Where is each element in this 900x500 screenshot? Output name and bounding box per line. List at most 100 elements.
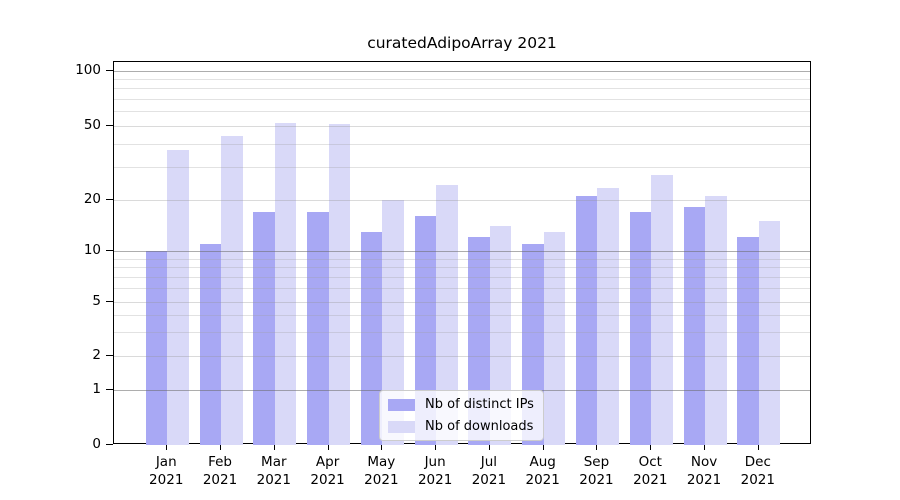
x-tick-year: 2021: [579, 471, 614, 488]
x-tick-label-oct-2021: Oct 2021: [618, 454, 682, 489]
x-tick-year: 2021: [310, 471, 345, 488]
x-tick-year: 2021: [256, 471, 291, 488]
legend-swatch-icon: [388, 420, 415, 433]
x-tick-label-aug-2021: Aug 2021: [511, 454, 575, 489]
gridline-minor-9: [114, 258, 810, 260]
x-tick-month: Mar: [261, 454, 287, 470]
bar-nb-of-distinct-ips-oct-2021: [629, 211, 652, 445]
x-tick-mark-jul-2021: [488, 444, 490, 450]
bar-nb-of-downloads-sep-2021: [597, 188, 619, 445]
bar-nb-of-downloads-apr-2021: [328, 124, 351, 445]
gridline-2: [114, 356, 810, 357]
x-tick-month: Oct: [638, 454, 662, 470]
y-tick-mark-5: [106, 300, 113, 302]
bar-nb-of-downloads-jun-2021: [436, 184, 458, 445]
x-tick-year: 2021: [364, 471, 399, 488]
gridline-minor-40: [114, 143, 810, 145]
y-tick-mark-1: [106, 389, 113, 390]
gridline-minor-70: [114, 99, 810, 101]
bar-nb-of-distinct-ips-may-2021: [360, 231, 383, 445]
x-tick-month: Jul: [480, 454, 498, 470]
x-tick-month: Jan: [155, 454, 177, 470]
gridline-minor-4: [114, 314, 810, 316]
x-tick-month: Nov: [690, 454, 718, 470]
y-tick-mark-20: [106, 198, 113, 200]
bar-nb-of-downloads-may-2021: [382, 199, 404, 445]
gridline-20: [114, 199, 810, 201]
gridline-minor-8: [114, 267, 810, 269]
bar-nb-of-distinct-ips-jun-2021: [414, 216, 437, 445]
y-tick-label-20: 20: [83, 190, 101, 207]
x-tick-month: Sep: [583, 454, 610, 470]
x-tick-label-apr-2021: Apr 2021: [296, 454, 360, 489]
x-tick-year: 2021: [686, 471, 722, 488]
x-tick-mark-oct-2021: [650, 444, 652, 450]
y-tick-mark-2: [106, 355, 113, 356]
x-tick-year: 2021: [149, 471, 184, 488]
gridline-minor-7: [114, 276, 810, 278]
bar-nb-of-downloads-jan-2021: [167, 150, 189, 445]
y-tick-label-0: 0: [92, 436, 101, 452]
x-tick-label-feb-2021: Feb 2021: [188, 454, 252, 489]
gridline-100: [114, 70, 810, 72]
x-tick-label-jul-2021: Jul 2021: [457, 454, 521, 489]
x-tick-mark-nov-2021: [704, 444, 706, 450]
bar-nb-of-downloads-feb-2021: [221, 136, 243, 445]
x-tick-mark-feb-2021: [220, 444, 222, 450]
x-tick-mark-jan-2021: [166, 444, 168, 450]
x-tick-mark-sep-2021: [596, 444, 598, 450]
x-tick-mark-mar-2021: [273, 444, 275, 450]
gridline-minor-3: [114, 331, 810, 333]
x-tick-label-jun-2021: Jun 2021: [403, 454, 467, 489]
gridline-minor-60: [114, 111, 810, 113]
bar-nb-of-downloads-aug-2021: [543, 231, 566, 445]
y-tick-label-100: 100: [75, 61, 101, 78]
gridline-minor-6: [114, 288, 810, 290]
x-tick-month: Feb: [208, 454, 232, 470]
bar-nb-of-downloads-nov-2021: [705, 195, 727, 445]
bar-nb-of-downloads-mar-2021: [274, 122, 297, 445]
y-tick-mark-50: [106, 125, 113, 126]
bar-nb-of-downloads-oct-2021: [651, 175, 673, 445]
gridline-5: [114, 301, 810, 303]
x-tick-label-nov-2021: Nov 2021: [672, 454, 736, 489]
y-tick-mark-0: [106, 444, 113, 445]
x-tick-label-jan-2021: Jan 2021: [134, 454, 198, 489]
x-tick-label-dec-2021: Dec 2021: [726, 454, 790, 489]
plot-area: [113, 61, 811, 445]
x-tick-label-mar-2021: Mar 2021: [242, 454, 306, 489]
x-tick-month: Apr: [315, 454, 340, 470]
legend: Nb of distinct IPs Nb of downloads: [379, 390, 544, 441]
legend-swatch-icon: [388, 398, 415, 411]
x-tick-label-may-2021: May 2021: [349, 454, 413, 489]
x-tick-year: 2021: [740, 471, 775, 488]
y-tick-label-10: 10: [83, 242, 101, 258]
bar-nb-of-distinct-ips-feb-2021: [199, 243, 222, 445]
gridline-50: [114, 126, 810, 127]
x-tick-year: 2021: [525, 471, 560, 488]
x-tick-year: 2021: [417, 471, 453, 488]
legend-label: Nb of downloads: [425, 419, 534, 434]
bar-nb-of-distinct-ips-mar-2021: [253, 211, 275, 445]
bar-nb-of-distinct-ips-dec-2021: [737, 237, 759, 445]
x-tick-month: Aug: [529, 454, 556, 470]
x-tick-mark-jun-2021: [435, 444, 437, 450]
x-tick-label-sep-2021: Sep 2021: [564, 454, 628, 489]
legend-row-nb-of-downloads: Nb of downloads: [388, 419, 534, 434]
y-tick-label-5: 5: [92, 292, 101, 309]
chart-title: curatedAdipoArray 2021: [367, 34, 557, 52]
bar-nb-of-distinct-ips-apr-2021: [307, 211, 329, 445]
legend-row-nb-of-distinct-ips: Nb of distinct IPs: [388, 397, 534, 412]
x-tick-year: 2021: [471, 471, 507, 488]
bar-nb-of-distinct-ips-nov-2021: [683, 207, 706, 445]
x-tick-year: 2021: [633, 471, 668, 488]
x-tick-mark-apr-2021: [327, 444, 329, 450]
x-tick-mark-aug-2021: [542, 444, 544, 450]
legend-label: Nb of distinct IPs: [425, 397, 534, 412]
x-tick-year: 2021: [202, 471, 238, 488]
gridline-minor-90: [114, 78, 810, 80]
x-tick-month: Jun: [424, 454, 446, 470]
y-tick-mark-100: [106, 69, 113, 71]
bar-nb-of-distinct-ips-sep-2021: [575, 195, 598, 445]
